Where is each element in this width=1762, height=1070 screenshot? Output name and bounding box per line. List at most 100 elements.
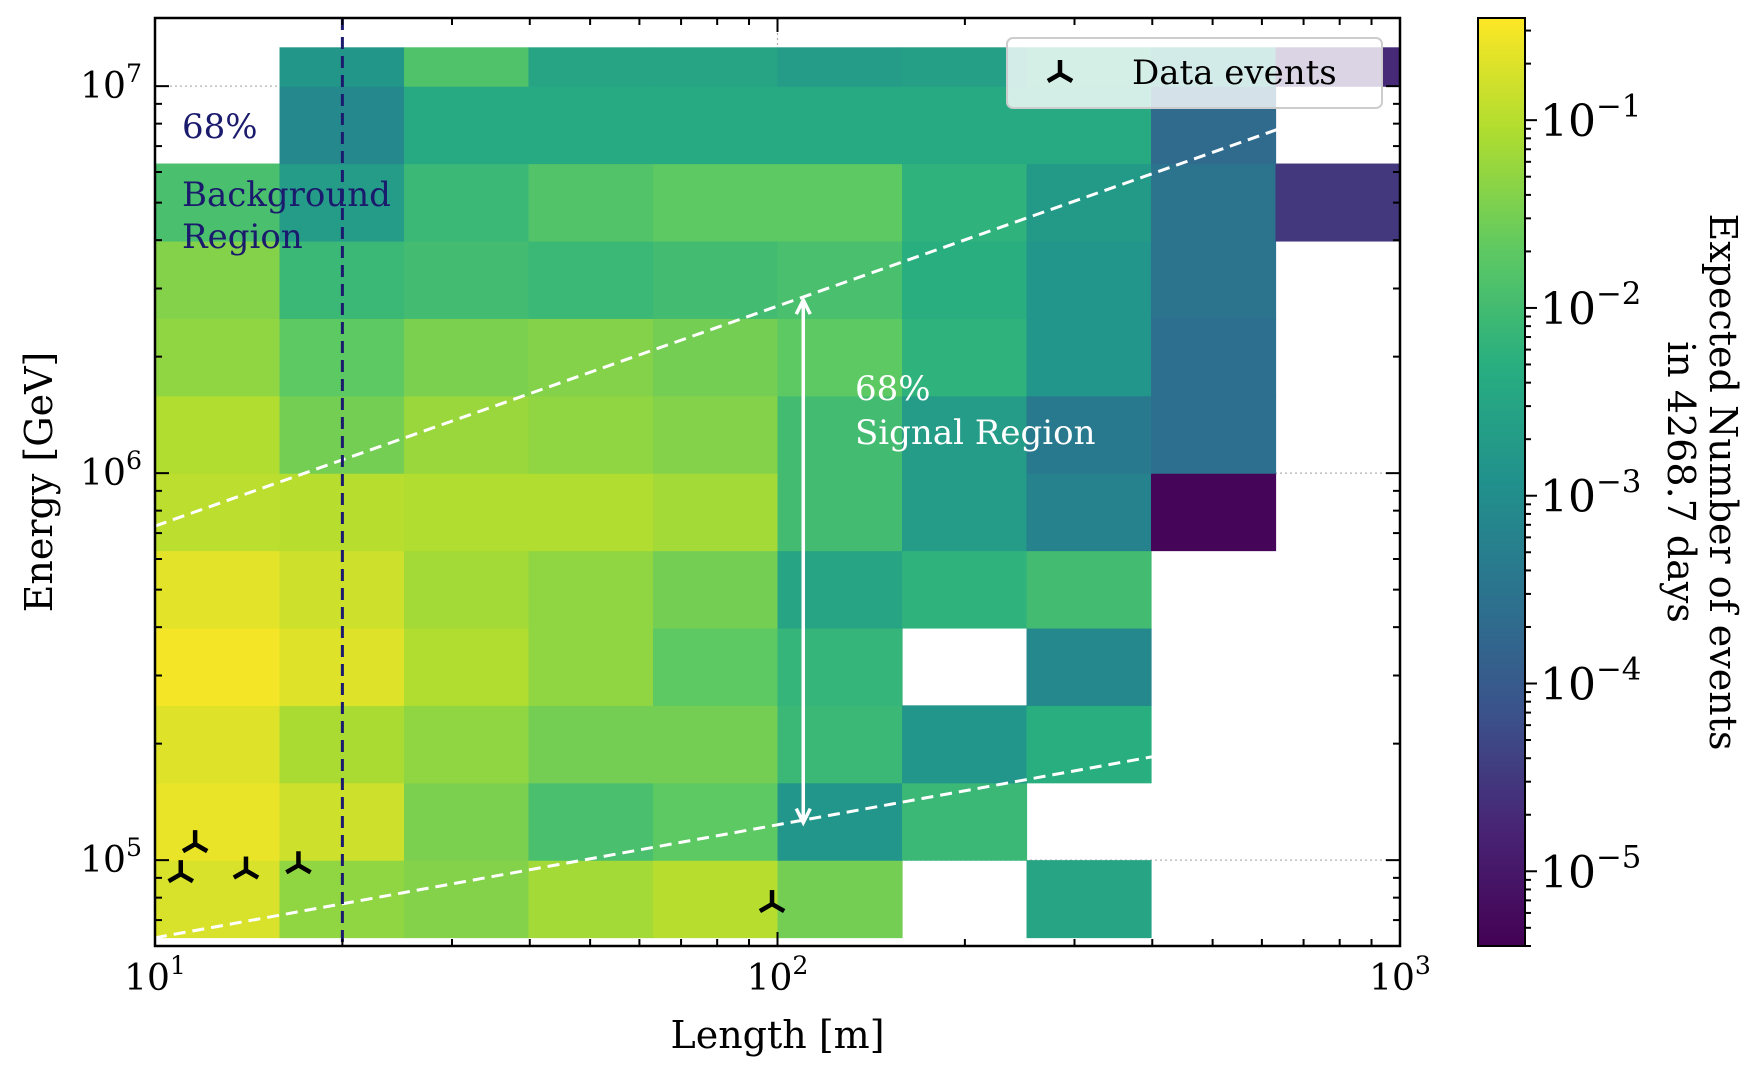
heatmap-cell [528, 627, 654, 706]
data-event-marker-arm [181, 842, 197, 854]
heatmap-cell [155, 782, 281, 861]
heatmap-cell [1026, 473, 1152, 552]
heatmap-cell [902, 240, 1028, 319]
heatmap-cell [653, 473, 779, 552]
heatmap-cell [653, 86, 779, 165]
heatmap-cell [653, 550, 779, 629]
colorbar-bar [1477, 17, 1526, 947]
heatmap-cell [1026, 627, 1152, 706]
heatmap-cell [404, 240, 530, 319]
heatmap-cell [404, 627, 530, 706]
legend-marker-icon [1046, 60, 1074, 83]
heatmap-cell [1026, 318, 1152, 397]
signal-region-label: Signal Region [855, 413, 1096, 453]
legend-label: Data events [1132, 53, 1337, 93]
heatmap-cell [404, 473, 530, 552]
background-region-label-line2: Region [182, 217, 303, 257]
x-tick-label: 101 [124, 951, 186, 999]
y-tick-label: 106 [80, 446, 142, 494]
heatmap-cell [653, 627, 779, 706]
heatmap-cell [528, 47, 654, 87]
heatmap-cell [528, 705, 654, 784]
heatmap-cell [1275, 163, 1401, 242]
data-event-marker-arm [1058, 72, 1074, 83]
heatmap-cell [1150, 318, 1277, 397]
heatmap-cell [777, 395, 903, 474]
heatmap-cell [404, 395, 530, 474]
heatmap-cell [653, 782, 779, 861]
signal-arrow-head-top [794, 296, 812, 315]
heatmap-cell [777, 473, 903, 552]
heatmap-cell [653, 240, 779, 319]
data-event-marker [285, 851, 312, 875]
signal-region-bound-line [154, 84, 1401, 528]
signal-arrow-head-bottom [794, 807, 812, 827]
colorbar: 10−5 10−4 10−3 10−2 10−1 Expected Number of e… [1477, 17, 1745, 947]
heatmap-cell [777, 705, 903, 784]
heatmap-cell [777, 47, 903, 87]
heatmap-cell [528, 473, 654, 552]
heatmap-cell [1026, 550, 1152, 629]
heatmap-cell [1150, 473, 1277, 552]
heatmap-cell [777, 860, 903, 939]
y-axis-label: Energy [GeV] [17, 352, 61, 613]
heatmap-cell [653, 163, 779, 242]
heatmap-cell [902, 782, 1028, 861]
heatmap-cell [528, 318, 654, 397]
data-event-markers [167, 830, 786, 914]
heatmap-cell [528, 782, 654, 861]
heatmap-cell [404, 550, 530, 629]
heatmap-cell [1150, 240, 1277, 319]
colorbar-tick-label: 10−2 [1540, 276, 1641, 335]
heatmap-cell [653, 705, 779, 784]
data-event-marker-arm [167, 872, 182, 884]
colorbar-label-line1: Expected Number of events [1701, 214, 1745, 751]
data-event-marker [167, 860, 195, 884]
background-region-percent: 68% [182, 107, 258, 147]
heatmap-cell [902, 395, 1028, 474]
heatmap-cell [404, 318, 530, 397]
x-axis-label: Length [m] [670, 1013, 884, 1057]
heatmap-cell [528, 86, 654, 165]
heatmap-cell [777, 240, 903, 319]
heatmap-cell [404, 705, 530, 784]
heatmap-cell [404, 47, 530, 87]
heatmap-cell [653, 395, 779, 474]
data-event-marker-arm [244, 868, 260, 880]
heatmap-cell [902, 550, 1028, 629]
data-event-marker-arm [232, 868, 248, 880]
heatmap-cell [155, 473, 281, 552]
heatmap-cell [528, 395, 654, 474]
heatmap-cell [155, 240, 281, 319]
heatmap-cell [777, 318, 903, 397]
heatmap-cell [155, 705, 281, 784]
data-event-marker-arm [285, 863, 300, 875]
heatmap-cell [777, 627, 903, 706]
heatmap-cell [653, 47, 779, 87]
colorbar-label-line2: in 4268.7 days [1659, 341, 1703, 623]
x-tick-label: 103 [1369, 951, 1431, 999]
overlays [154, 18, 1401, 946]
signal-region-percent: 68% [855, 369, 931, 409]
heatmap-cell [528, 860, 654, 939]
axes: 101 102 103 105 106 107 Length [m] Energy [GeV] [17, 16, 1431, 1057]
heatmap-cell [653, 860, 779, 939]
heatmap-cell [777, 86, 903, 165]
data-event-marker-arm [770, 902, 786, 914]
data-event-marker-arm [297, 863, 312, 875]
heatmap-cell [902, 705, 1028, 784]
heatmap-cell [155, 318, 281, 397]
heatmap-cell [528, 163, 654, 242]
heatmap-cell [404, 163, 530, 242]
heatmap-cell [902, 163, 1028, 242]
data-event-marker-arm [1046, 72, 1062, 83]
heatmap-cell [528, 240, 654, 319]
data-event-marker [758, 890, 786, 914]
signal-region-bound-line [154, 755, 1153, 940]
heatmap-cell [1026, 163, 1152, 242]
heatmap-cell [902, 473, 1028, 552]
y-tick-label: 105 [80, 833, 142, 881]
heatmap-cell [902, 318, 1028, 397]
heatmap-cell [404, 782, 530, 861]
